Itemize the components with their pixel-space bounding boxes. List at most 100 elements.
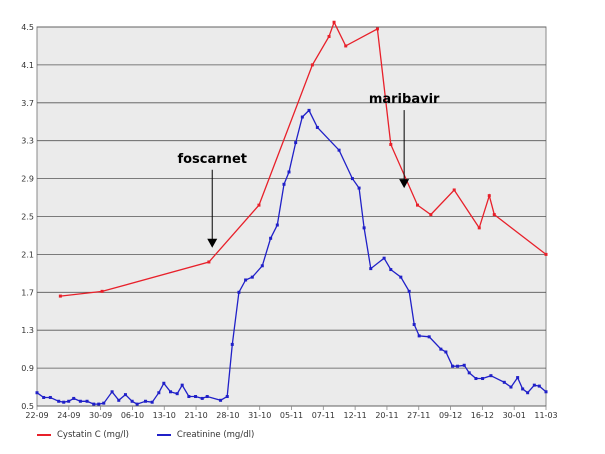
series-point-1 [225, 395, 229, 399]
series-point-1 [427, 335, 431, 339]
series-point-0 [332, 20, 336, 24]
series-point-0 [487, 194, 491, 198]
x-tick-label: 30-09 [89, 411, 112, 420]
y-axis-ticks: 0.5 0.9 1.3 1.7 2.1 2.5 2.9 3.3 3.7 4.1 4.5 [21, 23, 34, 411]
legend-label-cystatin: Cystatin C (mg/l) [57, 430, 129, 440]
series-point-1 [180, 383, 184, 387]
annotations: foscarnet maribavir [177, 92, 440, 248]
series-point-1 [489, 374, 493, 378]
y-tick-label: 3.3 [21, 137, 34, 146]
x-tick-label: 24-09 [57, 411, 80, 420]
series-point-1 [456, 364, 460, 368]
series-point-0 [100, 289, 104, 293]
series-point-1 [315, 125, 319, 129]
x-tick-label: 31-10 [248, 411, 271, 420]
series-point-1 [135, 402, 139, 406]
x-tick-label: 12-11 [344, 411, 367, 420]
series-point-1 [169, 390, 173, 394]
series-point-1 [48, 395, 52, 399]
series-point-1 [474, 377, 478, 381]
series-point-1 [307, 108, 311, 112]
series-point-1 [230, 342, 234, 346]
series-point-1 [337, 148, 341, 152]
series-point-1 [244, 278, 248, 282]
series-point-0 [257, 203, 261, 207]
series-point-1 [357, 186, 361, 190]
series-point-0 [452, 188, 456, 192]
y-tick-label: 0.5 [21, 402, 34, 411]
series-point-1 [157, 391, 161, 395]
x-tick-label: 07-11 [312, 411, 335, 420]
series-point-1 [269, 236, 273, 240]
x-tick-label: 21-10 [184, 411, 207, 420]
series-point-1 [260, 264, 264, 268]
series-point-1 [57, 399, 61, 403]
series-point-1 [67, 399, 71, 403]
series-point-1 [369, 267, 373, 271]
x-tick-label: 22-09 [25, 411, 48, 420]
series-point-1 [143, 399, 147, 403]
series-point-1 [102, 401, 106, 405]
series-point-1 [526, 391, 530, 395]
series-point-1 [502, 380, 506, 384]
series-point-1 [123, 393, 127, 397]
series-point-0 [415, 203, 419, 207]
series-point-1 [300, 115, 304, 119]
y-tick-label: 3.7 [21, 99, 34, 108]
series-point-0 [327, 34, 331, 38]
series-point-1 [205, 395, 209, 399]
series-point-0 [429, 213, 433, 217]
y-tick-label: 2.9 [21, 175, 34, 184]
series-point-1 [35, 391, 39, 395]
series-point-1 [362, 226, 366, 230]
series-point-1 [200, 396, 204, 400]
series-point-1 [42, 395, 46, 399]
series-point-0 [492, 213, 496, 217]
series-point-0 [58, 294, 62, 298]
series-point-1 [439, 347, 443, 351]
series-point-1 [110, 390, 114, 394]
series-point-1 [516, 376, 520, 380]
annotation-label: maribavir [369, 92, 440, 107]
series-point-1 [175, 392, 179, 396]
x-tick-label: 11-03 [534, 411, 557, 420]
series-layer [35, 20, 548, 406]
series-point-1 [350, 177, 354, 181]
annotation-arrow-head [399, 179, 410, 189]
series-point-1 [97, 402, 101, 406]
y-tick-label: 4.5 [21, 23, 34, 32]
y-tick-label: 2.5 [21, 213, 34, 222]
series-point-1 [78, 399, 82, 403]
legend-swatch-cystatin [37, 434, 51, 436]
series-point-1 [62, 400, 66, 404]
series-point-1 [294, 141, 298, 145]
series-point-1 [162, 381, 166, 385]
y-tick-label: 2.1 [21, 250, 34, 259]
y-tick-label: 1.7 [21, 288, 34, 297]
series-point-1 [521, 387, 525, 391]
annotation-arrow-head [207, 238, 218, 248]
series-point-1 [417, 334, 421, 338]
legend-item-creatinine: Creatinine (mg/dl) [156, 430, 254, 440]
series-point-0 [544, 252, 548, 256]
series-point-1 [537, 384, 541, 388]
x-axis-ticks: 22-09 24-09 30-09 06-10 13-10 21-10 28-10 31-10… [25, 406, 558, 420]
series-point-1 [194, 395, 198, 399]
x-tick-label: 13-10 [153, 411, 176, 420]
series-point-0 [207, 260, 211, 264]
y-tick-label: 1.3 [21, 326, 34, 335]
x-tick-label: 20-11 [375, 411, 398, 420]
grid [36, 26, 547, 407]
series-point-1 [287, 170, 291, 174]
x-tick-label: 05-11 [280, 411, 303, 420]
series-point-1 [117, 398, 121, 402]
series-point-1 [509, 385, 513, 389]
series-point-1 [532, 383, 536, 387]
x-tick-label: 27-11 [407, 411, 430, 420]
series-point-1 [187, 395, 191, 399]
series-point-1 [412, 323, 416, 327]
series-point-1 [481, 377, 485, 381]
x-tick-label: 06-10 [121, 411, 144, 420]
series-point-1 [407, 289, 411, 293]
